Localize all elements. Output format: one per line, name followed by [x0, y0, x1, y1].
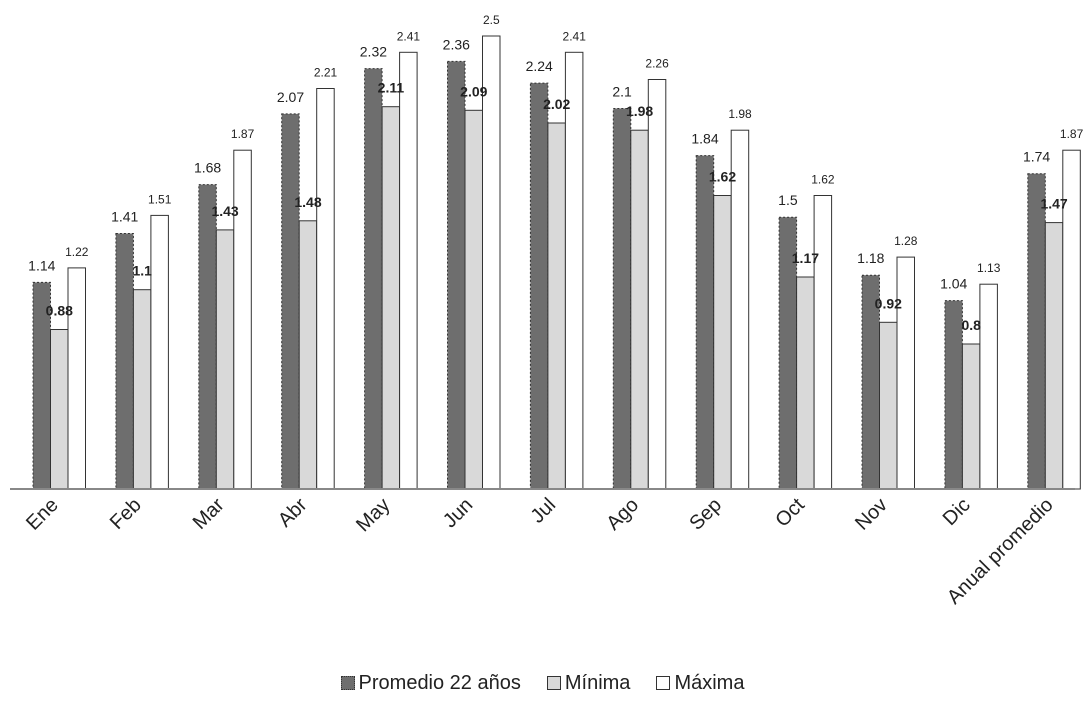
- bar-maxima-ene: [67, 267, 86, 490]
- x-tick-label-mar: Mar: [189, 494, 229, 534]
- bar-promedio-jul: [529, 82, 549, 490]
- bar-minima-feb: [132, 289, 152, 490]
- data-label-maxima-jun: 2.5: [483, 13, 500, 27]
- data-label-promedio-may: 2.32: [360, 44, 387, 60]
- bar-maxima-jun: [482, 35, 501, 490]
- bar-maxima-ago: [647, 79, 667, 490]
- legend-swatch-minima: [546, 676, 561, 690]
- bar-minima-may: [381, 106, 401, 490]
- data-label-promedio-jul: 2.24: [526, 58, 553, 74]
- data-label-promedio-mar: 1.68: [194, 160, 221, 176]
- data-label-maxima-feb: 1.51: [148, 192, 172, 206]
- data-label-maxima-anual-promedio: 1.87: [1060, 127, 1084, 141]
- data-label-maxima-mar: 1.87: [231, 127, 255, 141]
- data-label-minima-jul: 2.02: [543, 96, 570, 112]
- data-label-minima-dic: 0.8: [961, 317, 981, 333]
- bar-minima-sep: [713, 195, 732, 490]
- x-tick-label-may: May: [352, 494, 394, 536]
- bar-maxima-oct: [813, 195, 833, 490]
- legend-label-maxima: Máxima: [674, 671, 745, 694]
- data-label-maxima-ago: 2.26: [645, 57, 669, 71]
- bar-promedio-anual-promedio: [1027, 173, 1046, 490]
- bar-maxima-feb: [150, 214, 169, 490]
- data-label-promedio-feb: 1.41: [111, 209, 138, 225]
- legend-item-maxima: Máxima: [656, 672, 744, 695]
- bar-maxima-jul: [564, 51, 584, 490]
- x-tick-label-abr: Abr: [274, 494, 312, 532]
- data-label-promedio-dic: 1.04: [940, 276, 967, 292]
- bar-maxima-abr: [316, 88, 335, 490]
- x-tick-label-jul: Jul: [527, 494, 561, 528]
- data-label-maxima-sep: 1.98: [728, 107, 752, 121]
- legend-swatch-promedio: [340, 676, 355, 690]
- bar-minima-ene: [50, 329, 69, 490]
- x-tick-label-sep: Sep: [685, 494, 726, 535]
- x-tick-label-dic: Dic: [939, 494, 975, 530]
- data-label-maxima-nov: 1.28: [894, 234, 918, 248]
- data-label-minima-sep: 1.62: [709, 169, 736, 185]
- bar-promedio-jun: [447, 60, 466, 490]
- data-label-minima-may: 2.11: [378, 80, 405, 96]
- bar-promedio-sep: [695, 155, 715, 490]
- bar-minima-jun: [464, 109, 483, 490]
- data-label-minima-mar: 1.43: [211, 203, 238, 219]
- bar-promedio-ago: [612, 108, 632, 490]
- data-label-maxima-ene: 1.22: [65, 245, 89, 259]
- data-label-promedio-oct: 1.5: [778, 192, 798, 208]
- legend-item-promedio: Promedio 22 años: [340, 671, 521, 695]
- data-label-promedio-sep: 1.84: [691, 131, 718, 147]
- bar-promedio-abr: [281, 113, 300, 490]
- data-label-promedio-ene: 1.14: [28, 257, 55, 273]
- data-label-minima-ago: 1.98: [626, 103, 653, 119]
- x-tick-label-jun: Jun: [439, 494, 477, 532]
- bar-promedio-may: [364, 68, 383, 490]
- bar-minima-anual-promedio: [1044, 222, 1064, 490]
- legend-label-minima: Mínima: [564, 671, 631, 694]
- x-tick-label-ene: Ene: [22, 494, 63, 535]
- data-label-maxima-oct: 1.62: [811, 173, 835, 187]
- bar-chart: Ene Feb Mar Abr May Jun Jul Ago Sep Oct Nov DicAnua…: [10, 13, 1084, 609]
- data-label-minima-nov: 0.92: [875, 295, 902, 311]
- data-label-minima-anual-promedio: 1.47: [1040, 196, 1067, 212]
- data-label-maxima-dic: 1.13: [977, 261, 1001, 275]
- data-label-maxima-may: 2.41: [397, 29, 421, 43]
- bar-maxima-dic: [979, 283, 998, 490]
- bar-minima-jul: [547, 122, 566, 490]
- data-label-minima-ene: 0.88: [46, 303, 73, 319]
- x-tick-label-ago: Ago: [602, 494, 643, 535]
- data-label-promedio-abr: 2.07: [277, 89, 304, 105]
- bar-minima-dic: [961, 343, 981, 490]
- data-label-promedio-anual-promedio: 1.74: [1023, 149, 1050, 165]
- data-label-minima-jun: 2.09: [460, 83, 487, 99]
- bar-minima-nov: [879, 321, 898, 490]
- bar-minima-mar: [215, 229, 235, 490]
- data-label-minima-oct: 1.17: [792, 250, 819, 266]
- x-tick-label-nov: Nov: [851, 494, 892, 535]
- data-label-minima-feb: 1.1: [132, 263, 152, 279]
- bar-maxima-may: [399, 51, 418, 490]
- data-label-maxima-abr: 2.21: [314, 66, 338, 80]
- data-label-promedio-ago: 2.1: [612, 84, 632, 100]
- bar-minima-oct: [796, 276, 815, 490]
- legend-label-promedio: Promedio 22 años: [358, 671, 521, 694]
- data-label-minima-abr: 1.48: [294, 194, 321, 210]
- x-tick-label-oct: Oct: [771, 494, 809, 532]
- bar-promedio-feb: [115, 233, 134, 490]
- bar-minima-ago: [630, 129, 649, 490]
- data-label-promedio-jun: 2.36: [443, 36, 470, 52]
- bar-promedio-dic: [944, 300, 963, 490]
- x-tick-label-feb: Feb: [106, 494, 146, 534]
- bar-maxima-mar: [233, 149, 252, 490]
- legend-item-minima: Mínima: [546, 671, 631, 695]
- bar-maxima-nov: [896, 256, 915, 490]
- bar-minima-abr: [298, 220, 318, 490]
- legend: Promedio 22 años Mínima Máxima: [0, 668, 1085, 698]
- data-label-promedio-nov: 1.18: [857, 250, 884, 266]
- bar-promedio-mar: [198, 184, 217, 490]
- data-label-maxima-jul: 2.41: [563, 29, 587, 43]
- legend-swatch-maxima: [656, 676, 671, 690]
